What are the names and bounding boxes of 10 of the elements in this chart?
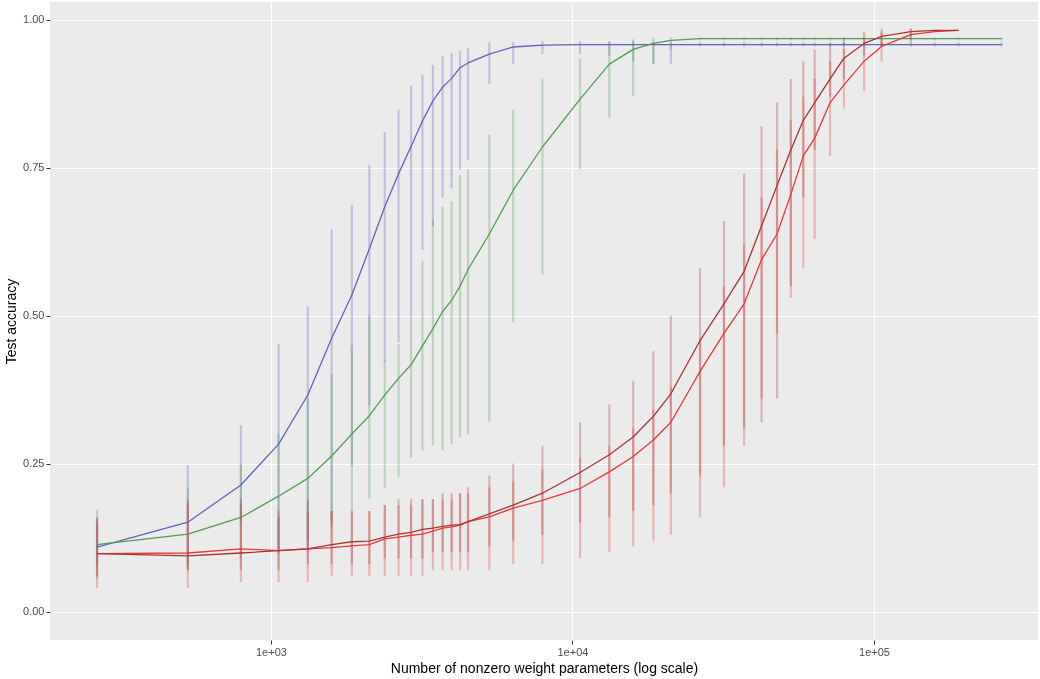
y-tick-label: 0.50 <box>23 309 45 322</box>
x-tick-label: 1e+05 <box>859 645 890 658</box>
x-tick-label: 1e+03 <box>256 645 287 658</box>
y-tick-label: 0.00 <box>23 605 45 618</box>
y-axis-title: Test accuracy <box>3 278 20 365</box>
x-tick-label: 1e+04 <box>557 645 589 658</box>
y-tick-label: 0.25 <box>23 457 45 470</box>
y-tick-label: 0.75 <box>23 161 45 174</box>
x-axis-title: Number of nonzero weight parameters (log scale) <box>390 659 699 676</box>
y-tick-label: 1.00 <box>23 13 45 26</box>
